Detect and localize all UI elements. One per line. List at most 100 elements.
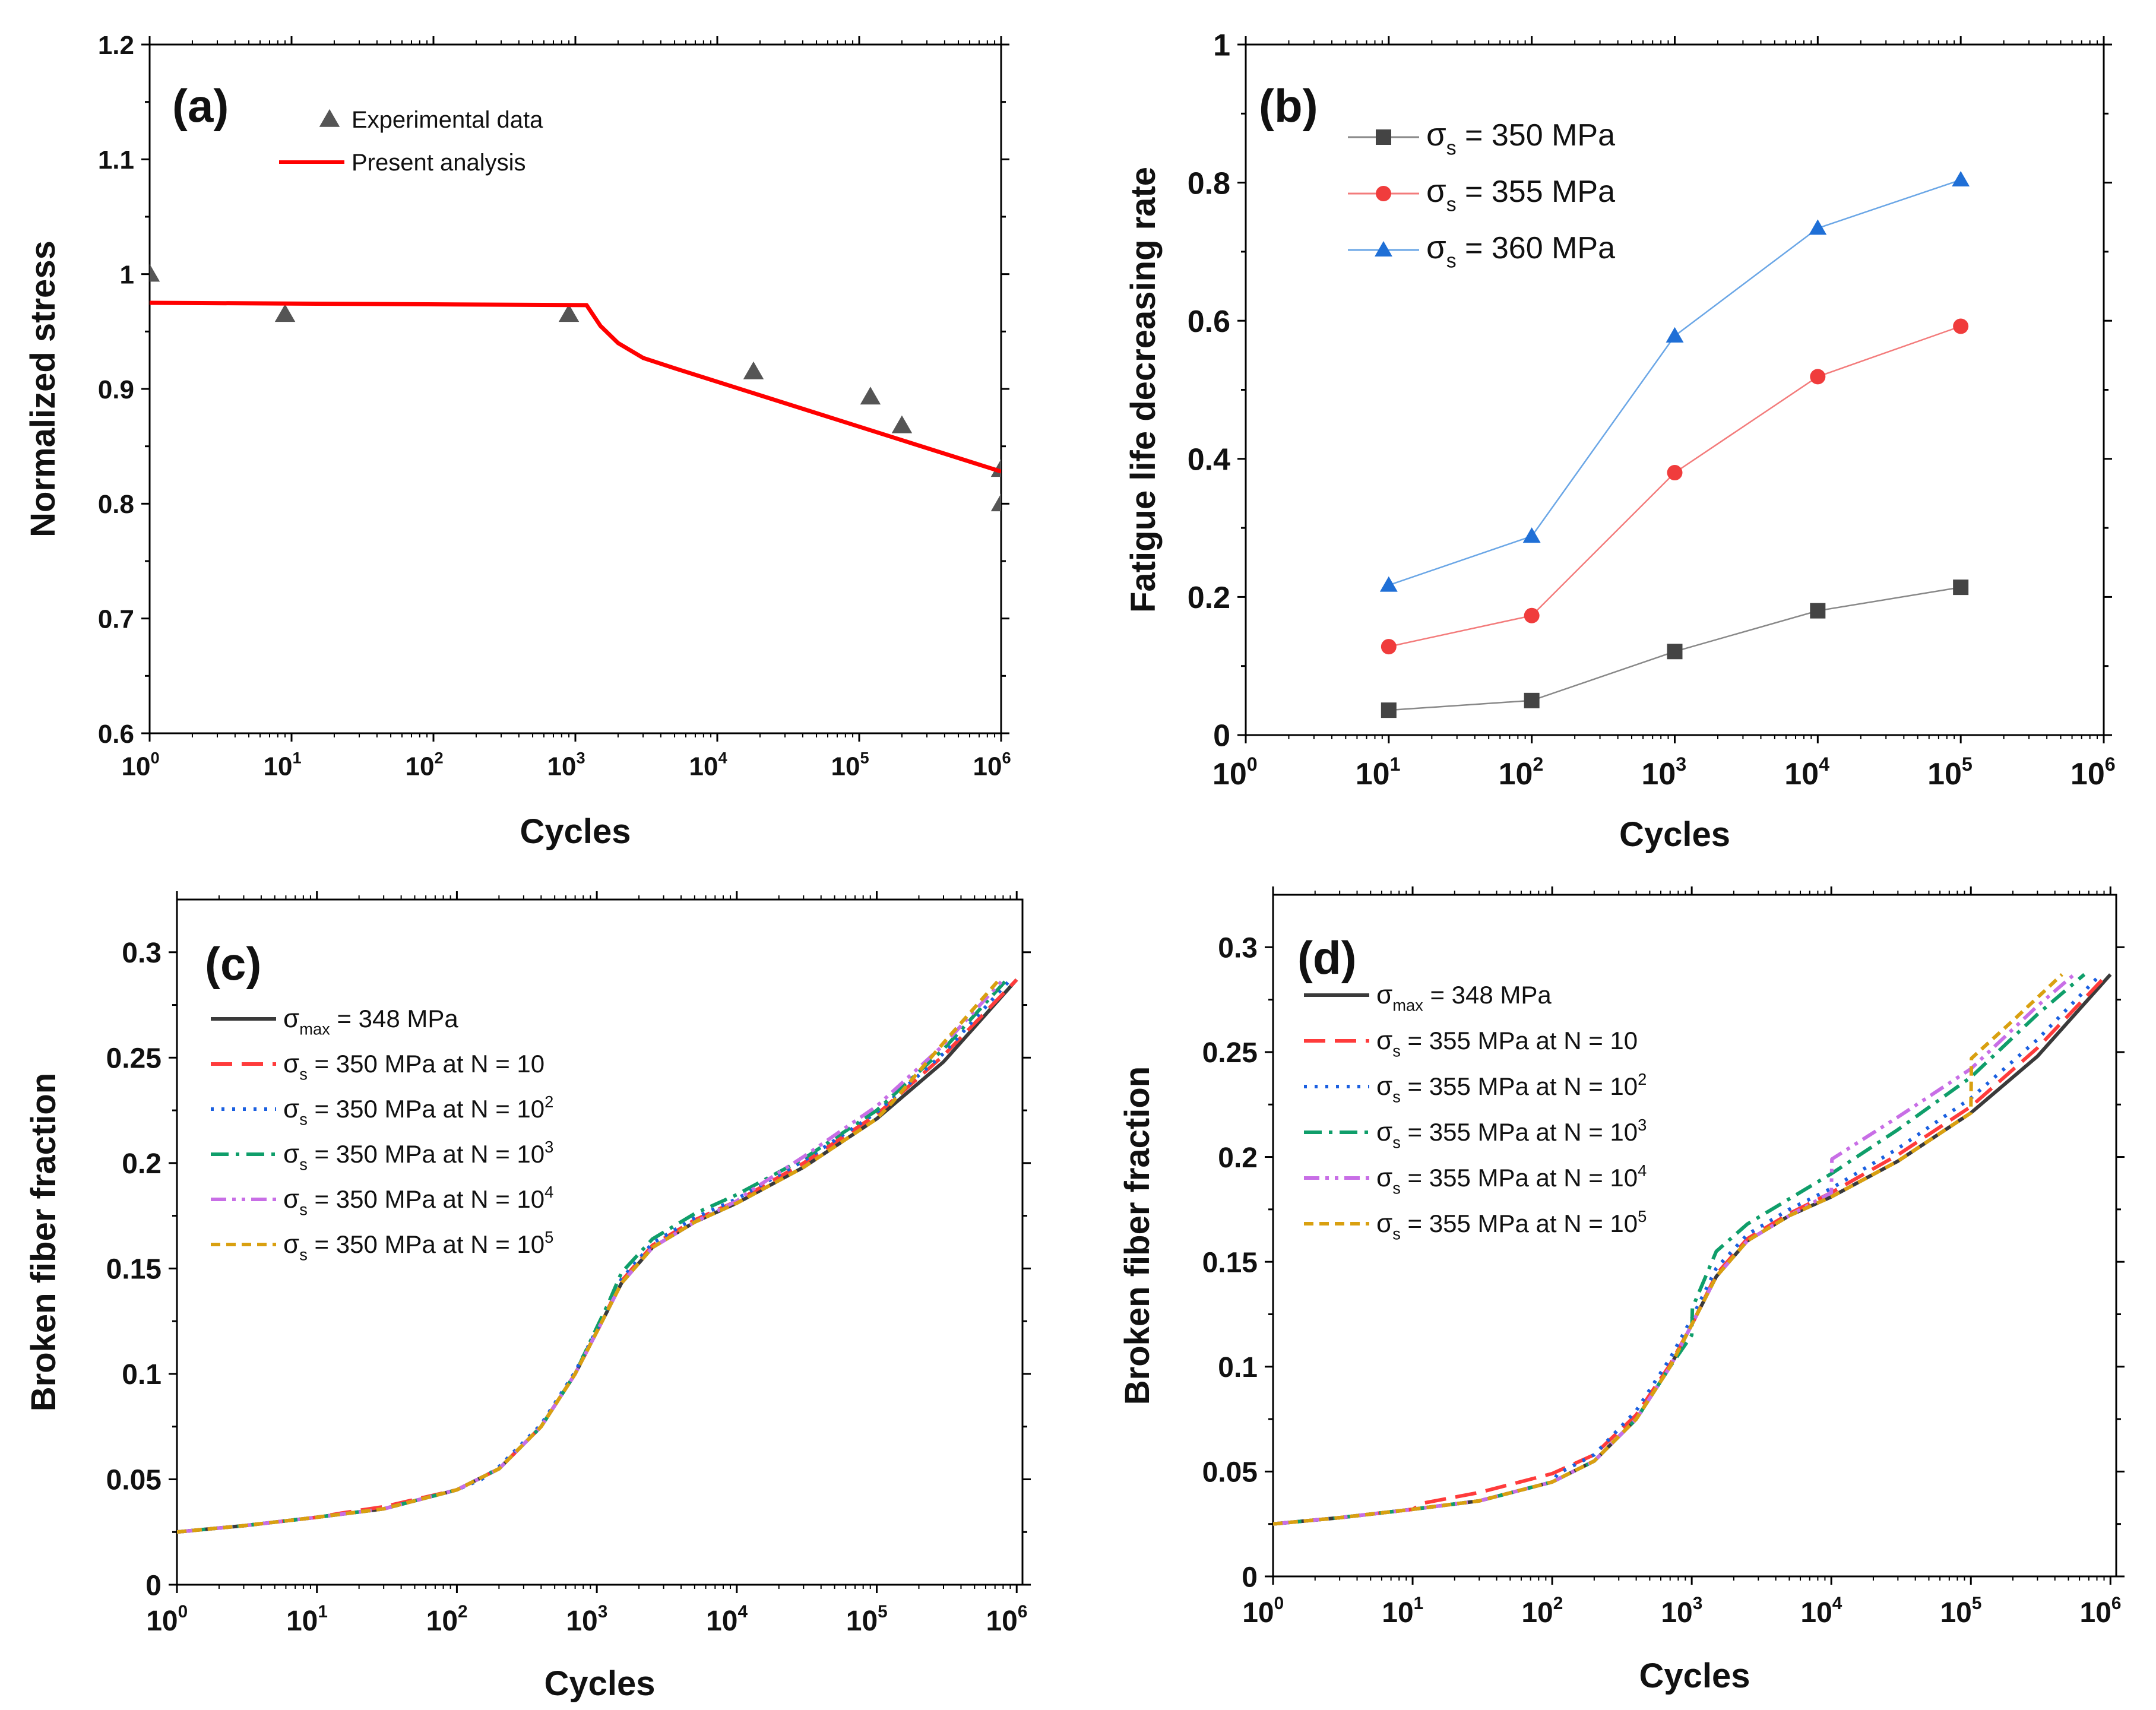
- x-tick-label: 103: [1641, 753, 1686, 791]
- y-axis-title: Broken fiber fraction: [1118, 1066, 1157, 1405]
- legend-item: σs = 350 MPa: [1348, 116, 1615, 160]
- x-tick-label: 101: [264, 749, 302, 781]
- plot-frame: [1245, 43, 2105, 736]
- data-point: [1810, 369, 1826, 385]
- data-point: [274, 304, 296, 322]
- y-tick-label: 0.15: [106, 1254, 162, 1285]
- plot-frame: [148, 43, 1002, 734]
- panel-label: (b): [1259, 80, 1318, 132]
- series-2-line: [1388, 325, 1961, 648]
- x-tick-label: 105: [1927, 753, 1973, 791]
- legend-label: σs = 360 MPa: [1426, 229, 1615, 273]
- x-tick-label: 102: [1521, 1594, 1563, 1629]
- y-tick-label: 0.05: [1202, 1457, 1258, 1489]
- x-tick-label: 101: [286, 1602, 328, 1637]
- legend-label: σs = 350 MPa at N = 104: [283, 1183, 553, 1218]
- data-point: [1379, 576, 1398, 592]
- data-point: [1952, 170, 1970, 186]
- legend-item: σs = 355 MPa at N = 10: [1304, 1026, 1638, 1060]
- data-point: [1953, 580, 1969, 596]
- legend-item: Present analysis: [279, 150, 525, 176]
- x-tick-label: 101: [1382, 1594, 1423, 1629]
- y-tick-label: 0.25: [106, 1043, 162, 1075]
- plot-area: [1379, 170, 1970, 718]
- y-tick-label: 0.8: [1188, 166, 1230, 201]
- series-4-line: [177, 978, 1008, 1534]
- x-tick-label: 105: [846, 1602, 888, 1637]
- y-tick-label: 0.8: [98, 490, 134, 519]
- legend-label: σs = 350 MPa at N = 103: [283, 1138, 553, 1173]
- panel-label: (c): [205, 938, 261, 990]
- y-tick-label: 0.1: [122, 1359, 162, 1391]
- data-point: [1953, 318, 1969, 334]
- data-point: [558, 304, 580, 322]
- data-point: [860, 387, 881, 405]
- plot-frame: [176, 898, 1024, 1586]
- data-point: [1381, 702, 1397, 718]
- data-point: [743, 361, 764, 379]
- y-axis-title: Normalized stress: [24, 240, 62, 537]
- legend: σmax = 348 MPa σs = 355 MPa at N = 10 σs =…: [1304, 980, 1647, 1243]
- plot-frame: [1272, 894, 2117, 1578]
- legend-item: σs = 355 MPa at N = 104: [1304, 1161, 1647, 1198]
- legend-label: σs = 350 MPa: [1426, 116, 1615, 160]
- series-6-line: [177, 978, 1001, 1534]
- legend-item: σs = 350 MPa at N = 105: [211, 1228, 553, 1264]
- legend-item: Experimental data: [319, 107, 543, 133]
- y-tick-label: 0.2: [1218, 1142, 1258, 1174]
- x-tick-label: 103: [566, 1602, 607, 1637]
- chart-panel-a: 0.6 0.7 0.8 0.9 1 1.1 1.2 100 101 102 103 104 105 106…: [24, 31, 1011, 851]
- x-tick-label: 105: [1940, 1594, 1981, 1629]
- y-tick-label: 1: [120, 261, 134, 290]
- y-tick-label: 1: [1213, 28, 1230, 63]
- legend-label: σs = 355 MPa at N = 105: [1376, 1207, 1647, 1243]
- legend-item: σs = 350 MPa at N = 10: [211, 1049, 544, 1084]
- plot-area: [177, 978, 1018, 1534]
- y-tick-label: 0.3: [1218, 933, 1258, 964]
- legend-item: σs = 355 MPa at N = 102: [1304, 1070, 1647, 1106]
- x-tick-label: 100: [1242, 1594, 1284, 1629]
- legend-label: σs = 350 MPa at N = 105: [283, 1228, 553, 1264]
- series-3-line: [1273, 973, 2102, 1526]
- legend-marker: [1376, 186, 1391, 201]
- legend-label: σs = 350 MPa at N = 102: [283, 1092, 553, 1128]
- legend-label: Experimental data: [352, 107, 543, 133]
- plot-area: [1273, 973, 2112, 1526]
- legend-item: σs = 350 MPa at N = 104: [211, 1183, 553, 1219]
- series-6-line: [1273, 973, 2063, 1526]
- data-point: [1524, 607, 1540, 623]
- y-tick-label: 0: [145, 1570, 162, 1601]
- data-point: [990, 493, 1001, 512]
- y-tick-label: 0.6: [1188, 305, 1230, 339]
- data-point: [1522, 527, 1541, 543]
- legend-marker: [319, 109, 340, 127]
- x-tick-label: 100: [122, 749, 160, 781]
- legend-item: σs = 360 MPa: [1348, 229, 1615, 273]
- data-point: [1524, 692, 1540, 708]
- legend-label: σmax = 348 MPa: [283, 1004, 458, 1038]
- y-tick-label: 0: [1213, 719, 1230, 753]
- x-tick-label: 103: [1661, 1594, 1702, 1629]
- x-tick-label: 102: [1499, 753, 1544, 791]
- legend-label: σs = 355 MPa at N = 10: [1376, 1026, 1638, 1060]
- plot-area: [150, 264, 1001, 512]
- x-axis-title: Cycles: [520, 812, 631, 851]
- legend-item: σmax = 348 MPa: [1304, 980, 1552, 1015]
- data-point: [1666, 327, 1684, 343]
- x-tick-label: 106: [986, 1602, 1027, 1637]
- legend-item: σs = 355 MPa at N = 103: [1304, 1116, 1647, 1152]
- x-tick-label: 104: [689, 749, 728, 781]
- legend-item: σs = 355 MPa at N = 105: [1304, 1207, 1647, 1243]
- x-tick-label: 104: [1800, 1594, 1842, 1629]
- legend-label: σs = 350 MPa at N = 10: [283, 1049, 544, 1084]
- legend-label: Present analysis: [352, 150, 525, 176]
- y-tick-label: 0.4: [1188, 443, 1230, 477]
- data-point: [891, 415, 913, 433]
- legend-label: σmax = 348 MPa: [1376, 980, 1552, 1015]
- data-point: [150, 264, 160, 282]
- y-tick-label: 0.7: [98, 605, 134, 634]
- legend-item: σmax = 348 MPa: [211, 1004, 458, 1038]
- x-tick-label: 106: [2070, 753, 2116, 791]
- legend-label: σs = 355 MPa: [1426, 173, 1615, 216]
